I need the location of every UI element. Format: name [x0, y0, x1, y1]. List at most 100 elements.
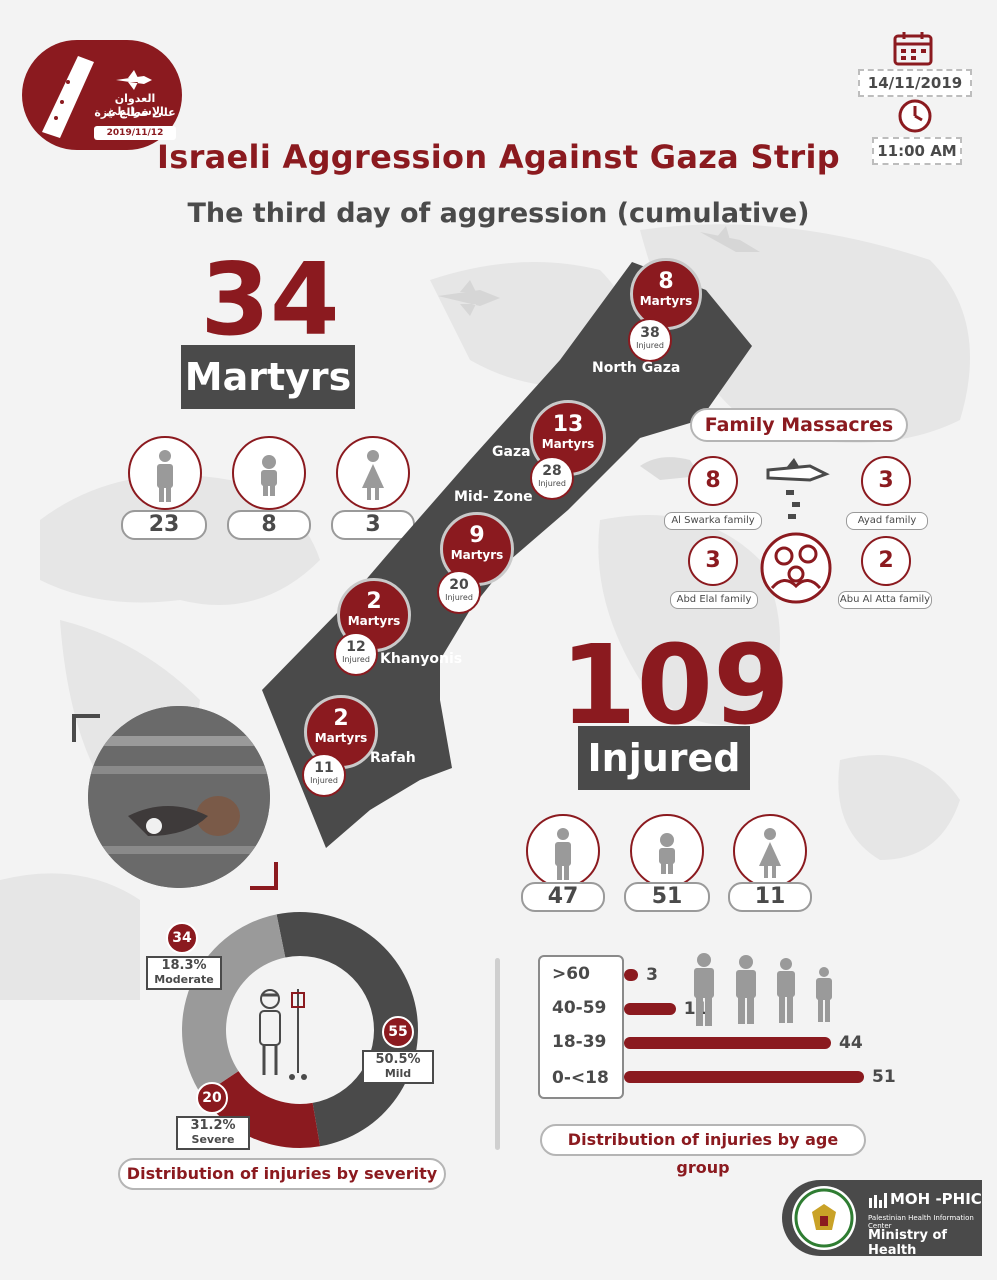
moh-brand: MOH -PHIC	[890, 1190, 982, 1208]
age-chart-title: Distribution of injuries by age group	[540, 1124, 866, 1177]
clock-icon	[898, 99, 932, 133]
khanyonis-martyrs-pin: 2 Martyrs	[337, 578, 411, 652]
child-figure	[232, 436, 306, 510]
severity-chart-title: Distribution of injuries by severity	[118, 1158, 446, 1190]
abu-al-atta-count: 2	[861, 536, 911, 586]
age-bar-0-18-value: 51	[872, 1067, 896, 1087]
bar-chart-icon	[869, 1193, 887, 1208]
injured-women-count: 11	[728, 882, 812, 912]
woman-icon	[759, 828, 781, 878]
ayad-label: Ayad family	[846, 512, 928, 530]
north-gaza-injured-pin: 38 Injured	[628, 318, 672, 362]
martyrs-children-count: 8	[227, 510, 311, 540]
age-bar-40-59	[624, 1003, 676, 1015]
moh-center: Palestinian Health Information Center	[868, 1214, 974, 1230]
injured-woman-figure	[733, 814, 807, 888]
photo-frame-corners	[72, 714, 278, 890]
injured-man-figure	[526, 814, 600, 888]
photo-placeholder	[88, 706, 270, 888]
injured-men-count: 47	[521, 882, 605, 912]
family-bombing-icon	[760, 458, 832, 604]
gaza-label: Gaza	[492, 444, 531, 460]
rafah-martyrs: 2	[333, 706, 349, 731]
age-label-0-18: 0-<18	[552, 1068, 609, 1088]
gaza-injured-pin: 28 Injured	[530, 456, 574, 500]
martyrs-men-count: 23	[121, 510, 207, 540]
campaign-logo: العدوان الإسرائيلي على قطاع غزة 2019/11/…	[22, 40, 182, 150]
severe-count: 20	[196, 1082, 228, 1114]
gaza-strip-icon	[42, 56, 94, 138]
rafah-injured-pin: 11 Injured	[302, 753, 346, 797]
injured-child-photo	[88, 706, 270, 888]
calendar-icon	[893, 32, 933, 66]
rafah-martyrs-label: Martyrs	[314, 731, 368, 745]
eagle-emblem-icon	[794, 1188, 854, 1248]
man-figure	[128, 436, 202, 510]
gaza-injured-label: Injured	[538, 479, 566, 488]
severe-label: Severe	[191, 1133, 235, 1146]
north-gaza-label: North Gaza	[592, 360, 681, 376]
divider	[495, 958, 500, 1150]
age-categories-box	[538, 955, 624, 1099]
gaza-injured: 28	[542, 463, 562, 479]
jet-icon	[116, 70, 152, 90]
moh-ministry: Ministry of Health	[868, 1228, 948, 1258]
north-gaza-injured: 38	[640, 325, 660, 341]
injured-child-figure	[630, 814, 704, 888]
al-swarka-label: Al Swarka family	[664, 512, 762, 530]
moh-footer: MOH -PHIC Palestinian Health Information…	[782, 1180, 982, 1258]
age-bar-18-39	[624, 1037, 832, 1049]
age-bar-0-18	[624, 1071, 864, 1083]
man-icon	[157, 450, 173, 502]
gaza-martyrs-label: Martyrs	[541, 437, 595, 451]
gaza-martyrs: 13	[552, 412, 584, 437]
logo-line-1: العدوان الإسرائيلي	[106, 92, 164, 118]
severe-percent: 31.2%	[190, 1118, 236, 1133]
injured-children-count: 51	[624, 882, 710, 912]
mid-zone-injured-label: Injured	[445, 593, 473, 602]
page-title: Israeli Aggression Against Gaza Strip	[157, 138, 840, 176]
north-gaza-martyrs-pin: 8 Martyrs	[630, 258, 702, 330]
moderate-count: 34	[166, 922, 198, 954]
report-time: 11:00 AM	[872, 137, 962, 165]
moderate-percent: 18.3%	[161, 958, 207, 973]
mild-box: 50.5% Mild	[362, 1050, 434, 1084]
severe-slice	[201, 1071, 321, 1148]
khanyonis-label: Khanyonis	[380, 651, 463, 667]
child-icon	[261, 455, 277, 496]
injured-patient-icon	[259, 989, 307, 1080]
age-bar-over-60	[624, 969, 639, 981]
abd-elal-count: 3	[688, 536, 738, 586]
child-icon	[659, 833, 675, 874]
mild-count: 55	[382, 1016, 414, 1048]
injured-label: Injured	[578, 726, 750, 790]
khanyonis-injured-pin: 12 Injured	[334, 632, 378, 676]
age-group-figures-icon	[694, 953, 832, 1026]
mild-slice	[276, 912, 418, 1147]
age-label-over-60: >60	[552, 964, 590, 984]
martyrs-women-count: 3	[331, 510, 415, 540]
ayad-count: 3	[861, 456, 911, 506]
khanyonis-martyrs-label: Martyrs	[347, 614, 401, 628]
mid-zone-martyrs-label: Martyrs	[450, 548, 504, 562]
family-massacres-title: Family Massacres	[690, 408, 908, 442]
khanyonis-injured: 12	[346, 639, 366, 655]
mid-zone-injured-pin: 20 Injured	[437, 570, 481, 614]
al-swarka-count: 8	[688, 456, 738, 506]
mid-zone-label: Mid- Zone	[454, 489, 533, 505]
abd-elal-label: Abd Elal family	[670, 591, 758, 609]
north-gaza-injured-label: Injured	[636, 341, 664, 350]
rafah-label: Rafah	[370, 750, 416, 766]
martyrs-label: Martyrs	[181, 345, 355, 409]
north-gaza-martyrs: 8	[658, 269, 674, 294]
khanyonis-injured-label: Injured	[342, 655, 370, 664]
logo-date: 2019/11/12	[94, 126, 176, 140]
mild-percent: 50.5%	[375, 1052, 421, 1067]
logo-line-2: على قطاع غزة	[94, 106, 176, 119]
abu-al-atta-label: Abu Al Atta family	[838, 591, 932, 609]
woman-figure	[336, 436, 410, 510]
moderate-label: Moderate	[154, 973, 214, 986]
north-gaza-martyrs-label: Martyrs	[639, 294, 693, 308]
moh-emblem	[792, 1186, 856, 1250]
khanyonis-martyrs: 2	[366, 589, 382, 614]
